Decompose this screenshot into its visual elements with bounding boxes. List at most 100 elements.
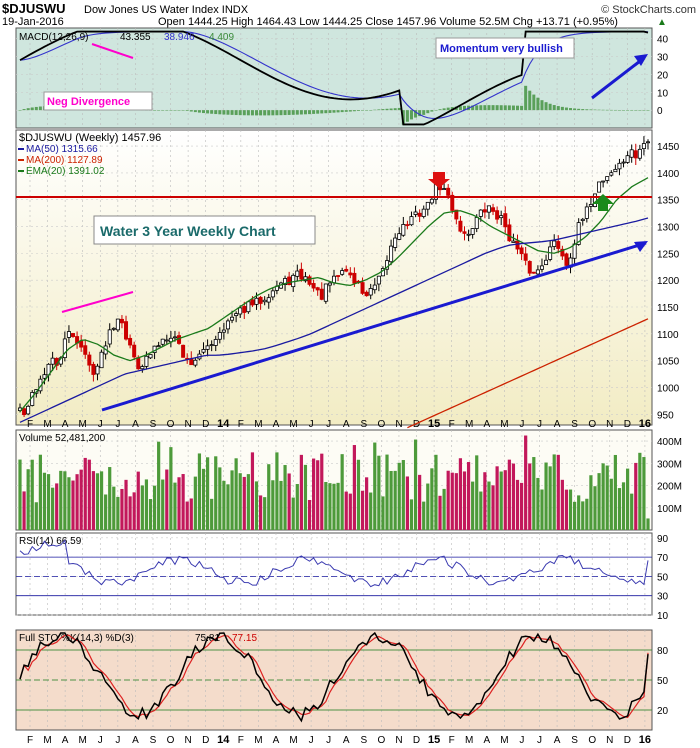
macd-label: MACD(12,26,9) xyxy=(19,32,88,43)
x-tick-label: J xyxy=(326,735,331,746)
volume-bar xyxy=(601,463,605,530)
x-tick-label: J xyxy=(309,419,314,430)
ema20-line xyxy=(19,177,649,413)
macd-hist-bar xyxy=(381,109,385,111)
candle-body xyxy=(633,150,638,159)
candle-body xyxy=(42,374,47,379)
candle-body xyxy=(429,198,434,204)
volume-label: Volume 52,481,200 xyxy=(19,433,106,444)
candle-body xyxy=(172,336,177,339)
x-tick-label: A xyxy=(483,735,490,746)
macd-signal-value: 38.946 xyxy=(164,32,195,43)
y-tick-label: 50 xyxy=(657,676,669,687)
macd-hist-bar xyxy=(38,106,42,111)
x-tick-label: 16 xyxy=(639,418,651,430)
y-tick-label: 1150 xyxy=(657,303,679,314)
candle-body xyxy=(71,333,76,337)
candle-body xyxy=(625,155,630,163)
macd-hist-bar xyxy=(605,109,609,111)
volume-bar xyxy=(75,474,79,530)
volume-bar xyxy=(418,474,422,530)
legend-entry: MA(200) 1127.89 xyxy=(26,155,103,166)
macd-hist-bar xyxy=(446,107,450,111)
macd-hist-bar xyxy=(373,109,377,111)
candle-body xyxy=(393,237,398,248)
volume-bar xyxy=(548,466,552,530)
volume-bar xyxy=(46,474,51,530)
volume-bars xyxy=(18,435,650,530)
volume-bar xyxy=(197,453,202,530)
macd-hist-bar xyxy=(516,105,520,111)
x-tick-label: D xyxy=(202,735,209,746)
x-tick-label: A xyxy=(273,419,280,430)
candle-body xyxy=(164,339,169,342)
macd-hist-bar xyxy=(450,107,454,111)
y-tick-label: 200M xyxy=(657,482,682,493)
volume-bar xyxy=(462,471,467,530)
candle-body xyxy=(209,344,214,347)
candle-body xyxy=(201,349,206,353)
volume-bar xyxy=(369,492,373,530)
macd-hist-bar xyxy=(193,110,197,113)
ma200-line xyxy=(407,318,649,429)
x-tick-label: A xyxy=(62,735,69,746)
y-tick-label: 40 xyxy=(657,35,669,46)
volume-bar xyxy=(328,483,332,530)
candle-body xyxy=(348,272,353,276)
candle-body xyxy=(531,271,536,274)
macd-hist-bar xyxy=(552,105,556,111)
macd-hist-bar xyxy=(246,110,250,116)
volume-bar xyxy=(91,471,96,530)
candle-body xyxy=(425,201,430,210)
volume-bar xyxy=(148,499,153,530)
volume-bar xyxy=(283,465,287,530)
x-tick-label: 16 xyxy=(639,734,651,746)
volume-bar xyxy=(189,498,193,530)
macd-hist-bar xyxy=(573,108,577,111)
candle-body xyxy=(91,363,96,375)
macd-hist-bar xyxy=(511,105,515,111)
candle-body xyxy=(262,299,267,303)
candle-body xyxy=(482,209,487,213)
sto-k-line xyxy=(19,631,649,723)
macd-hist-bar xyxy=(430,110,434,112)
macd-hist-bar xyxy=(503,105,507,111)
volume-bar xyxy=(230,470,234,530)
volume-bar xyxy=(59,470,63,530)
volume-bar xyxy=(112,486,116,530)
volume-bar xyxy=(609,478,613,530)
y-tick-label: 400M xyxy=(657,437,682,448)
candle-body xyxy=(193,359,198,366)
candle-body xyxy=(95,365,100,375)
volume-bar xyxy=(169,447,173,530)
volume-bar xyxy=(434,454,438,530)
macd-hist-bar xyxy=(365,110,369,111)
macd-hist-bar xyxy=(242,110,246,116)
change-arrow-icon: ▲ xyxy=(657,17,667,28)
y-tick-label: 0 xyxy=(657,106,663,117)
macd-hist-value: 4.409 xyxy=(209,32,234,43)
candle-body xyxy=(617,162,622,170)
volume-bar xyxy=(152,485,157,530)
volume-bar xyxy=(642,457,646,530)
x-tick-label: J xyxy=(537,419,542,430)
volume-bar xyxy=(613,454,617,530)
candle-body xyxy=(491,207,496,212)
x-tick-label: M xyxy=(254,419,262,430)
candle-body xyxy=(646,141,651,144)
macd-hist-bar xyxy=(238,110,242,116)
x-tick-label: M xyxy=(465,419,473,430)
candle-body xyxy=(368,288,373,296)
candle-body xyxy=(181,344,186,358)
candle-body xyxy=(319,288,324,300)
candle-body xyxy=(66,331,71,338)
macd-hist-bar xyxy=(409,110,413,120)
volume-bar xyxy=(515,479,520,530)
volume-bar xyxy=(71,480,75,530)
macd-hist-bar xyxy=(312,110,316,114)
volume-bar xyxy=(446,470,450,530)
macd-line xyxy=(19,30,649,126)
macd-hist-bar xyxy=(206,110,210,114)
candle-body xyxy=(307,276,312,285)
volume-bar xyxy=(585,498,589,530)
